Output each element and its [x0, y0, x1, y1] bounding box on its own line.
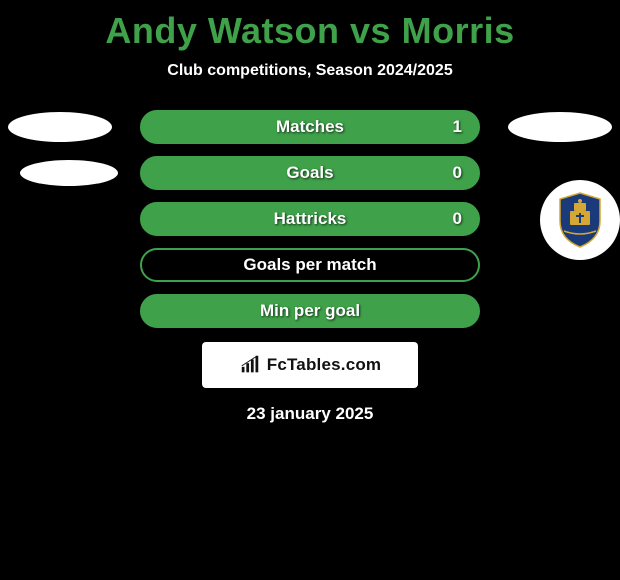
stat-row: Min per goal: [0, 294, 620, 328]
stat-bar-matches: Matches 1: [140, 110, 480, 144]
player2-marker-icon: [508, 112, 612, 142]
player1-marker-icon: [8, 112, 112, 142]
title-player1: Andy Watson: [105, 10, 339, 51]
stat-row: Hattricks 0: [0, 202, 620, 236]
stat-row: Matches 1: [0, 110, 620, 144]
logo-text: FcTables.com: [267, 355, 382, 375]
title-player2: Morris: [402, 10, 515, 51]
site-logo: FcTables.com: [202, 342, 418, 388]
stat-bar-min-per-goal: Min per goal: [140, 294, 480, 328]
player2-club-badge: [540, 180, 620, 260]
stat-bar-goals: Goals 0: [140, 156, 480, 190]
stat-label: Goals: [286, 163, 333, 183]
stat-value-right: 0: [453, 209, 462, 229]
bar-chart-icon: [239, 354, 261, 376]
stat-value-right: 1: [453, 117, 462, 137]
title-vs: vs: [350, 10, 391, 51]
stat-label: Matches: [276, 117, 344, 137]
club-crest-icon: [554, 191, 606, 249]
stat-label: Min per goal: [260, 301, 360, 321]
page-title: Andy Watson vs Morris: [0, 0, 620, 52]
stat-label: Goals per match: [243, 255, 376, 275]
player1-marker-icon: [20, 160, 118, 186]
subtitle: Club competitions, Season 2024/2025: [0, 62, 620, 80]
stat-row: Goals per match: [0, 248, 620, 282]
stat-bar-goals-per-match: Goals per match: [140, 248, 480, 282]
date-label: 23 january 2025: [0, 404, 620, 424]
stats-rows: Matches 1 Goals 0 Hattricks 0 Goals per …: [0, 110, 620, 328]
stat-value-right: 0: [453, 163, 462, 183]
stat-bar-hattricks: Hattricks 0: [140, 202, 480, 236]
stat-label: Hattricks: [274, 209, 347, 229]
stat-row: Goals 0: [0, 156, 620, 190]
